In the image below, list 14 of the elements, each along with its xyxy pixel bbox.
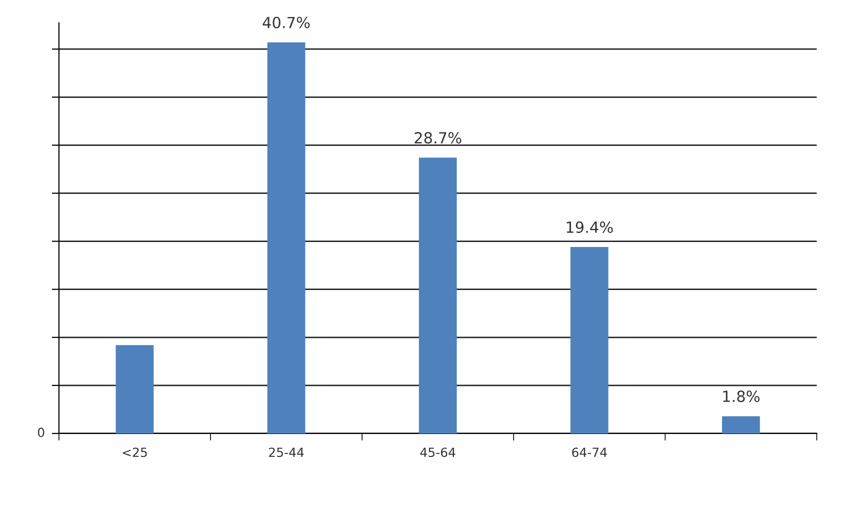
bar — [722, 416, 760, 434]
x-tick-label: <25 — [122, 448, 147, 458]
data-label: 40.7% — [262, 16, 310, 28]
data-label: 28.7% — [414, 132, 462, 144]
x-tick-label: 64-74 — [572, 448, 607, 458]
x-tick-label: 25-44 — [269, 448, 304, 458]
bar — [570, 247, 608, 434]
data-label: 19.4% — [566, 221, 613, 233]
bar — [116, 345, 154, 434]
text: 0 — [38, 428, 44, 438]
x-tick-label: 45-64 — [420, 448, 456, 458]
bar — [267, 42, 306, 434]
bar — [418, 158, 457, 434]
data-label: 1.8% — [723, 390, 760, 402]
